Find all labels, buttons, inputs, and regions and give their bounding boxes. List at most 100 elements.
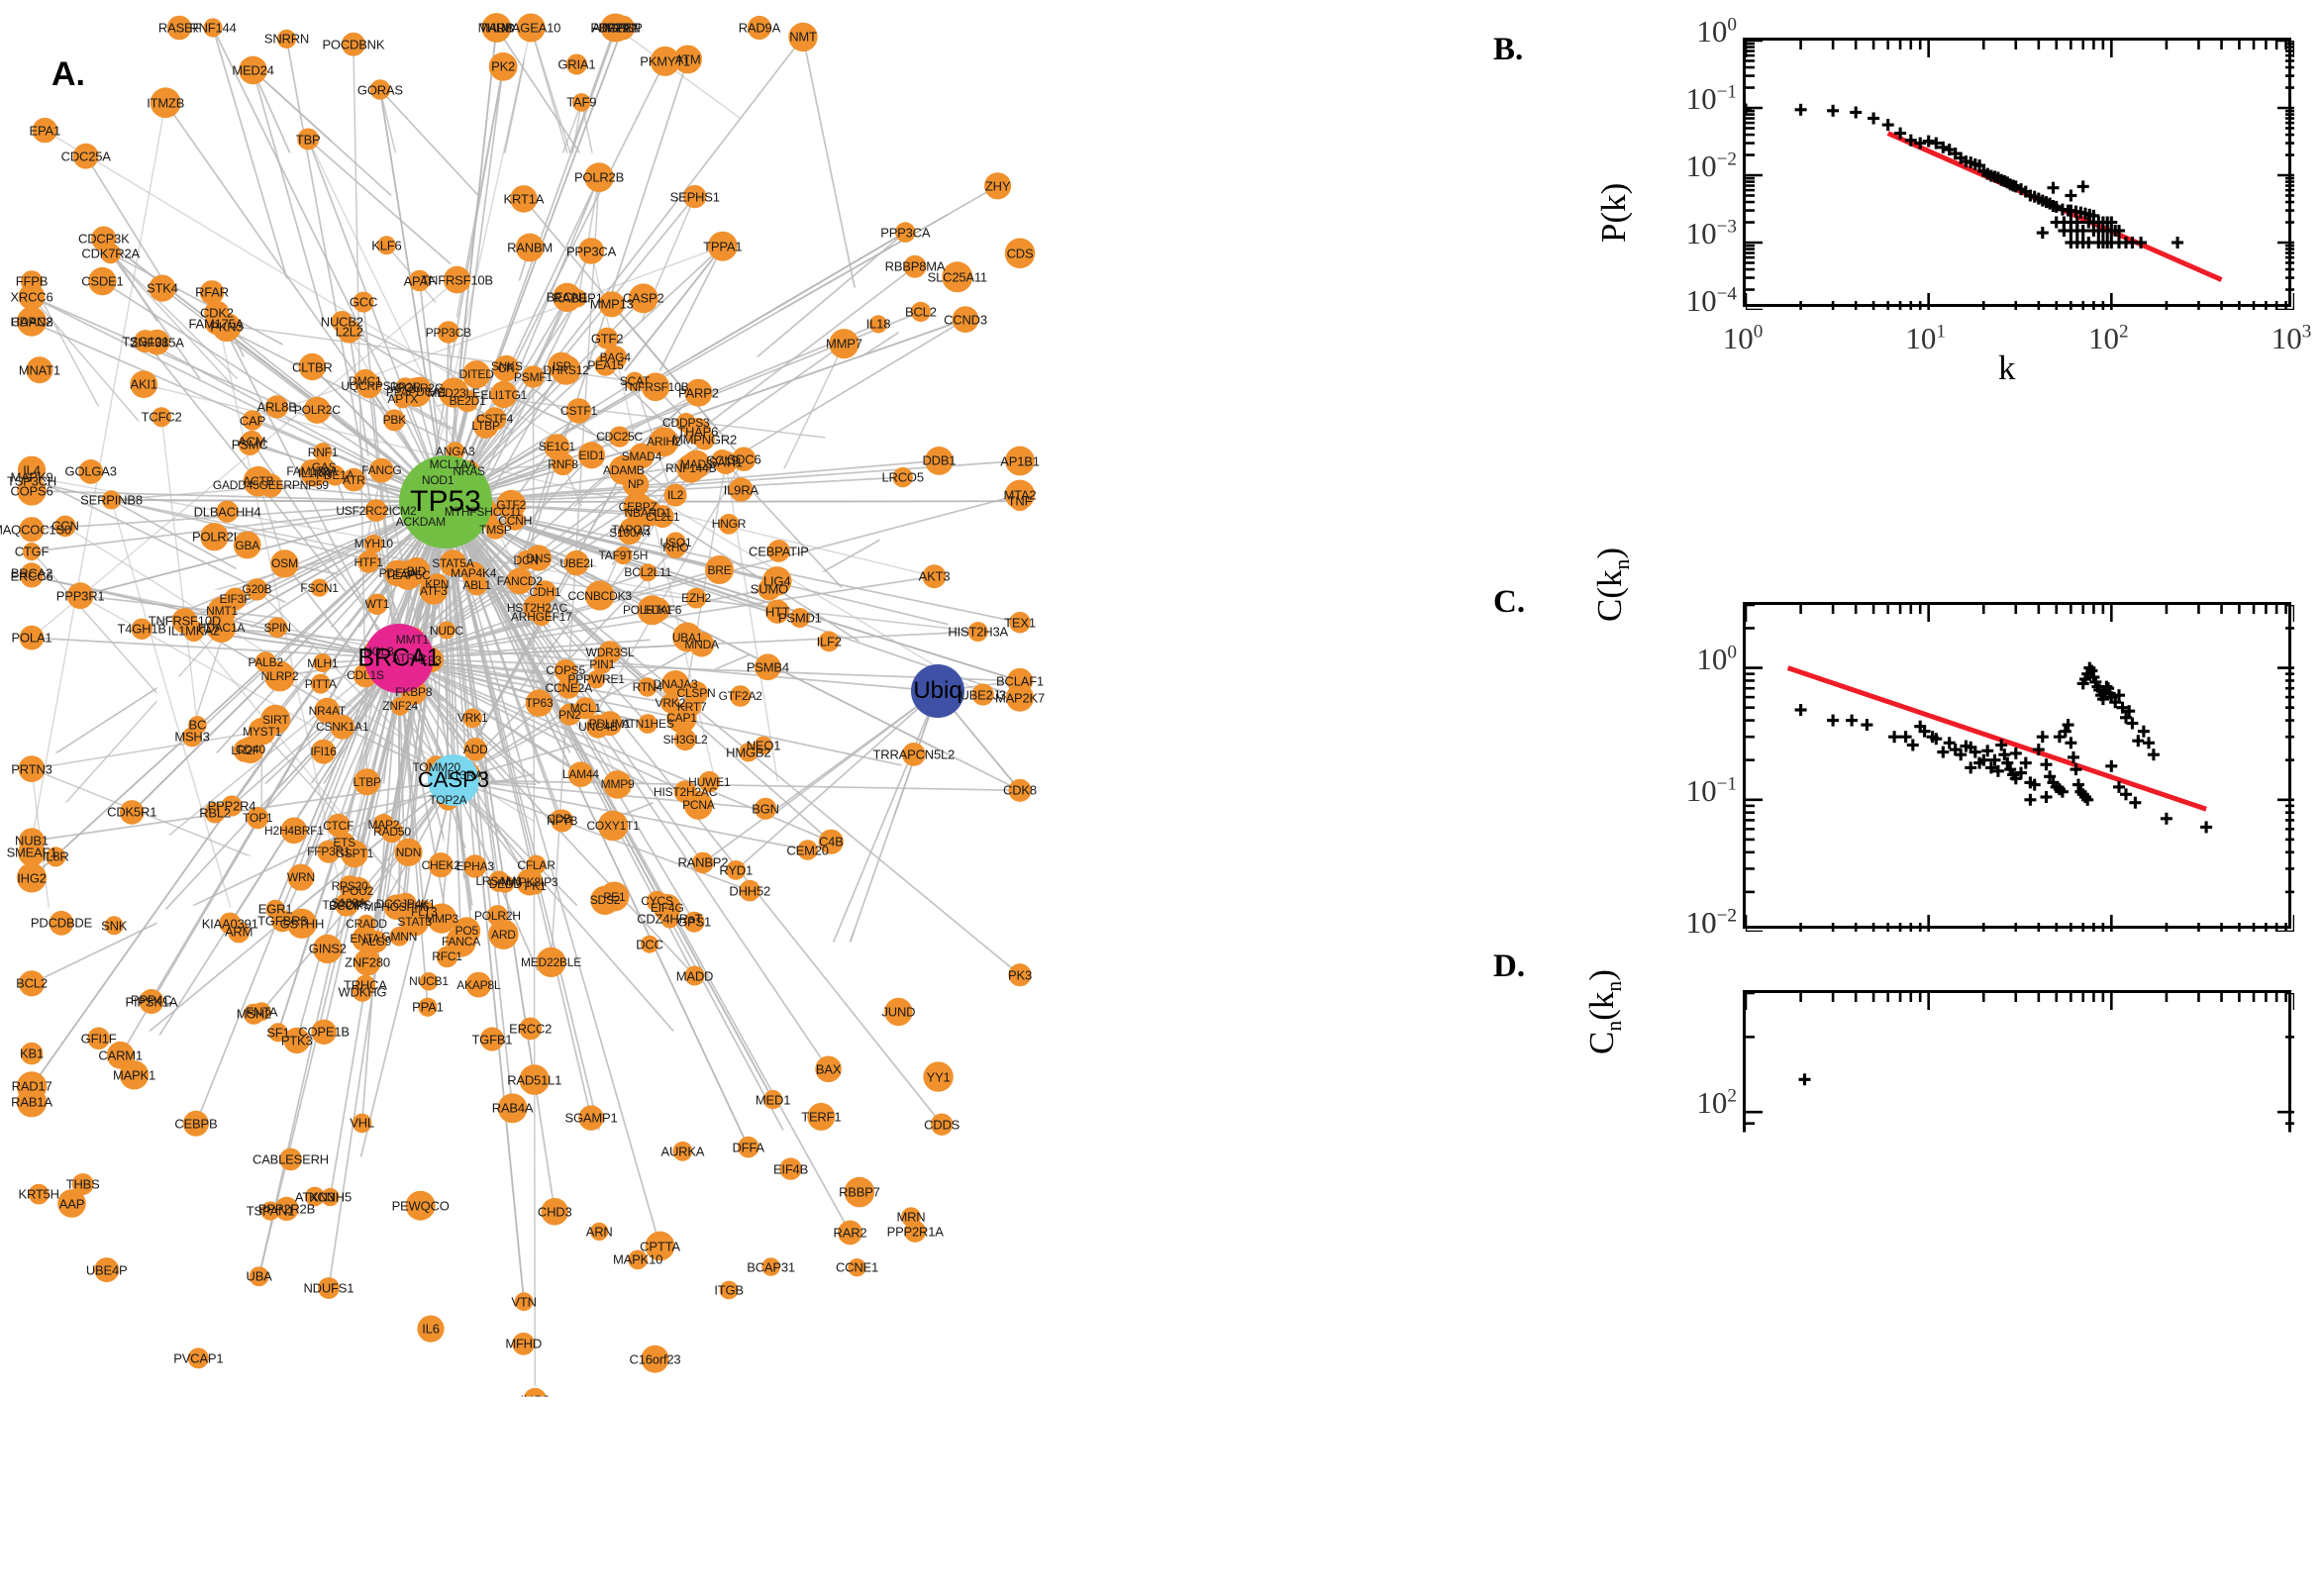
network-node[interactable] (755, 737, 773, 755)
network-node[interactable] (243, 410, 263, 431)
network-node[interactable] (21, 562, 43, 584)
network-node[interactable] (343, 468, 366, 492)
network-node[interactable] (544, 434, 569, 459)
network-node[interactable] (1005, 447, 1035, 476)
network-node[interactable] (317, 841, 340, 863)
network-node[interactable] (19, 283, 46, 310)
network-node[interactable] (601, 14, 630, 43)
network-node[interactable] (517, 550, 536, 569)
network-node[interactable] (311, 579, 329, 597)
network-node[interactable] (274, 1197, 298, 1221)
network-node[interactable] (609, 455, 639, 485)
network-node[interactable] (807, 1103, 835, 1131)
network-node[interactable] (641, 936, 658, 953)
network-node[interactable] (533, 608, 552, 627)
network-node[interactable] (357, 550, 379, 572)
network-node[interactable] (587, 670, 605, 688)
network-node[interactable] (490, 381, 517, 408)
network-node[interactable] (29, 1184, 50, 1205)
network-node[interactable] (585, 581, 615, 611)
network-node[interactable] (438, 622, 455, 640)
network-node[interactable] (311, 740, 336, 764)
network-node[interactable] (167, 16, 192, 41)
network-node[interactable] (819, 631, 840, 651)
hub-node-casp3[interactable] (428, 754, 479, 806)
network-node[interactable] (729, 477, 753, 501)
network-node[interactable] (255, 651, 276, 672)
network-node[interactable] (246, 578, 267, 600)
network-node[interactable] (482, 13, 512, 43)
network-node[interactable] (510, 185, 538, 213)
network-node[interactable] (313, 935, 342, 963)
network-node[interactable] (661, 670, 689, 698)
network-node[interactable] (151, 87, 181, 118)
network-node[interactable] (815, 1056, 842, 1083)
network-node[interactable] (356, 373, 382, 399)
network-node[interactable] (17, 863, 47, 893)
network-node[interactable] (684, 379, 712, 407)
network-node[interactable] (297, 129, 319, 150)
network-node[interactable] (100, 244, 121, 264)
network-node[interactable] (904, 1221, 926, 1243)
network-node[interactable] (498, 1093, 528, 1123)
hub-node-tp53[interactable] (399, 455, 492, 549)
network-node[interactable] (203, 18, 222, 37)
network-node[interactable] (23, 543, 41, 560)
network-node[interactable] (646, 1232, 675, 1261)
network-node[interactable] (21, 1043, 44, 1065)
network-node[interactable] (132, 619, 152, 640)
network-node[interactable] (779, 1157, 801, 1179)
network-node[interactable] (536, 948, 565, 977)
network-node[interactable] (953, 306, 979, 333)
network-node[interactable] (598, 811, 629, 842)
network-node[interactable] (73, 144, 99, 169)
network-node[interactable] (739, 880, 760, 902)
network-node[interactable] (46, 847, 65, 866)
network-node[interactable] (394, 839, 422, 866)
network-node[interactable] (665, 532, 685, 551)
network-node[interactable] (105, 916, 124, 935)
network-node[interactable] (895, 222, 916, 243)
network-node[interactable] (318, 1277, 340, 1299)
network-node[interactable] (629, 283, 658, 313)
network-node[interactable] (120, 800, 145, 825)
network-node[interactable] (1009, 612, 1031, 634)
network-node[interactable] (364, 535, 383, 553)
network-node[interactable] (17, 1087, 47, 1117)
network-node[interactable] (406, 1191, 436, 1221)
network-node[interactable] (20, 626, 45, 650)
network-node[interactable] (33, 118, 57, 143)
network-node[interactable] (705, 555, 734, 584)
network-node[interactable] (869, 315, 887, 333)
network-node[interactable] (188, 1347, 209, 1368)
network-node[interactable] (444, 266, 471, 294)
network-node[interactable] (755, 653, 781, 680)
network-node[interactable] (1008, 779, 1031, 802)
network-node[interactable] (845, 1177, 875, 1208)
network-node[interactable] (968, 622, 988, 642)
network-node[interactable] (488, 871, 509, 892)
network-node[interactable] (512, 1333, 535, 1355)
network-node[interactable] (638, 677, 656, 696)
network-node[interactable] (480, 1027, 504, 1050)
network-node[interactable] (67, 582, 94, 609)
network-node[interactable] (506, 568, 533, 595)
network-node[interactable] (603, 770, 632, 799)
network-node[interactable] (765, 600, 789, 624)
network-node[interactable] (208, 597, 237, 626)
network-node[interactable] (342, 33, 365, 56)
network-node[interactable] (212, 313, 241, 342)
network-node[interactable] (418, 998, 437, 1017)
network-node[interactable] (270, 549, 298, 577)
network-node[interactable] (676, 413, 696, 433)
network-node[interactable] (453, 917, 480, 945)
network-node[interactable] (314, 443, 333, 461)
network-node[interactable] (19, 517, 44, 542)
network-node[interactable] (267, 617, 288, 638)
network-node[interactable] (402, 377, 432, 407)
network-node[interactable] (301, 459, 329, 487)
network-node[interactable] (438, 321, 459, 343)
network-node[interactable] (578, 238, 604, 263)
network-node[interactable] (465, 972, 491, 998)
network-node[interactable] (686, 588, 707, 609)
